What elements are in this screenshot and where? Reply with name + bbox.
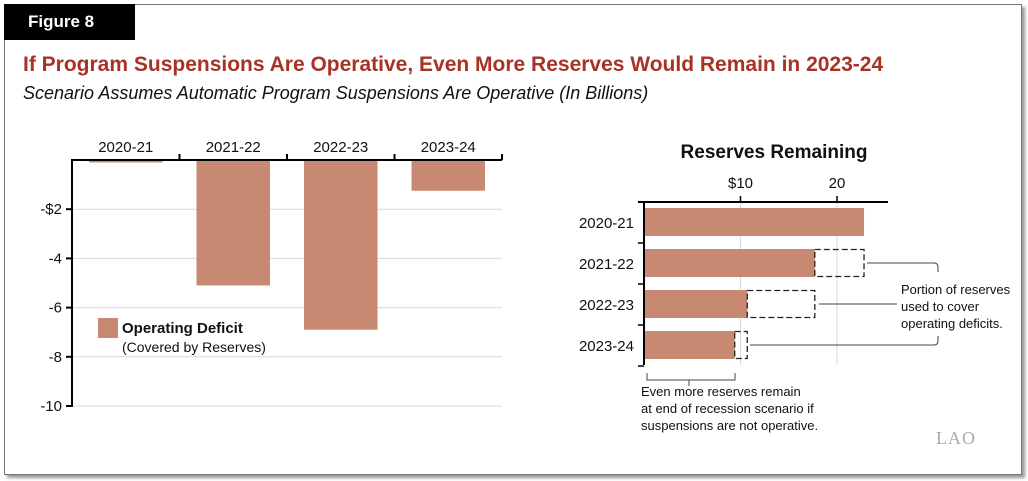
annotation-line: suspensions are not operative. bbox=[641, 418, 818, 433]
category-label: 2020-21 bbox=[579, 215, 634, 232]
right-chart-title: Reserves Remaining bbox=[681, 142, 868, 163]
y-tick-label: -8 bbox=[49, 349, 62, 366]
category-label: 2021-22 bbox=[579, 256, 634, 273]
deficit-bar bbox=[304, 160, 378, 330]
deficit-portion-outline bbox=[746, 289, 816, 319]
lao-logo: LAO bbox=[936, 428, 976, 448]
deficit-bar bbox=[89, 160, 163, 163]
category-label: 2020-21 bbox=[98, 139, 153, 156]
category-label: 2022-23 bbox=[579, 297, 634, 314]
x-tick-label: $10 bbox=[728, 175, 753, 192]
y-tick-label: -6 bbox=[49, 300, 62, 317]
reserves-bar bbox=[644, 290, 748, 318]
y-tick-label: -10 bbox=[40, 398, 62, 415]
annotation-line: Portion of reserves bbox=[901, 282, 1011, 297]
figure-subtitle: Scenario Assumes Automatic Program Suspe… bbox=[23, 83, 649, 103]
legend-label: Operating Deficit bbox=[122, 320, 243, 337]
legend-swatch bbox=[98, 318, 118, 338]
legend-sublabel: (Covered by Reserves) bbox=[122, 339, 266, 355]
category-label: 2022-23 bbox=[313, 139, 368, 156]
callout-line bbox=[750, 336, 939, 346]
deficit-bar bbox=[196, 160, 270, 286]
figure-title: If Program Suspensions Are Operative, Ev… bbox=[23, 53, 884, 76]
callout-bracket bbox=[646, 373, 736, 386]
y-tick-label: -4 bbox=[49, 250, 62, 267]
x-tick-label: 20 bbox=[829, 175, 846, 192]
annotation-line: at end of recession scenario if bbox=[641, 401, 814, 416]
reserves-bar bbox=[644, 249, 815, 277]
annotation-line: operating deficits. bbox=[901, 316, 1003, 331]
category-label: 2023-24 bbox=[579, 338, 634, 355]
category-label: 2023-24 bbox=[421, 139, 476, 156]
deficit-portion-outline bbox=[734, 330, 748, 360]
figure-label: Figure 8 bbox=[4, 4, 135, 40]
figure-frame bbox=[4, 4, 1022, 475]
deficit-portion-outline bbox=[814, 248, 865, 278]
reserves-bar bbox=[644, 208, 865, 236]
reserves-bar bbox=[644, 331, 735, 359]
callout-line bbox=[867, 262, 939, 272]
annotation-line: Even more reserves remain bbox=[641, 384, 801, 399]
category-label: 2021-22 bbox=[206, 139, 261, 156]
y-tick-label: -$2 bbox=[40, 201, 62, 218]
deficit-bar bbox=[411, 160, 485, 191]
annotation-line: used to cover bbox=[901, 299, 980, 314]
